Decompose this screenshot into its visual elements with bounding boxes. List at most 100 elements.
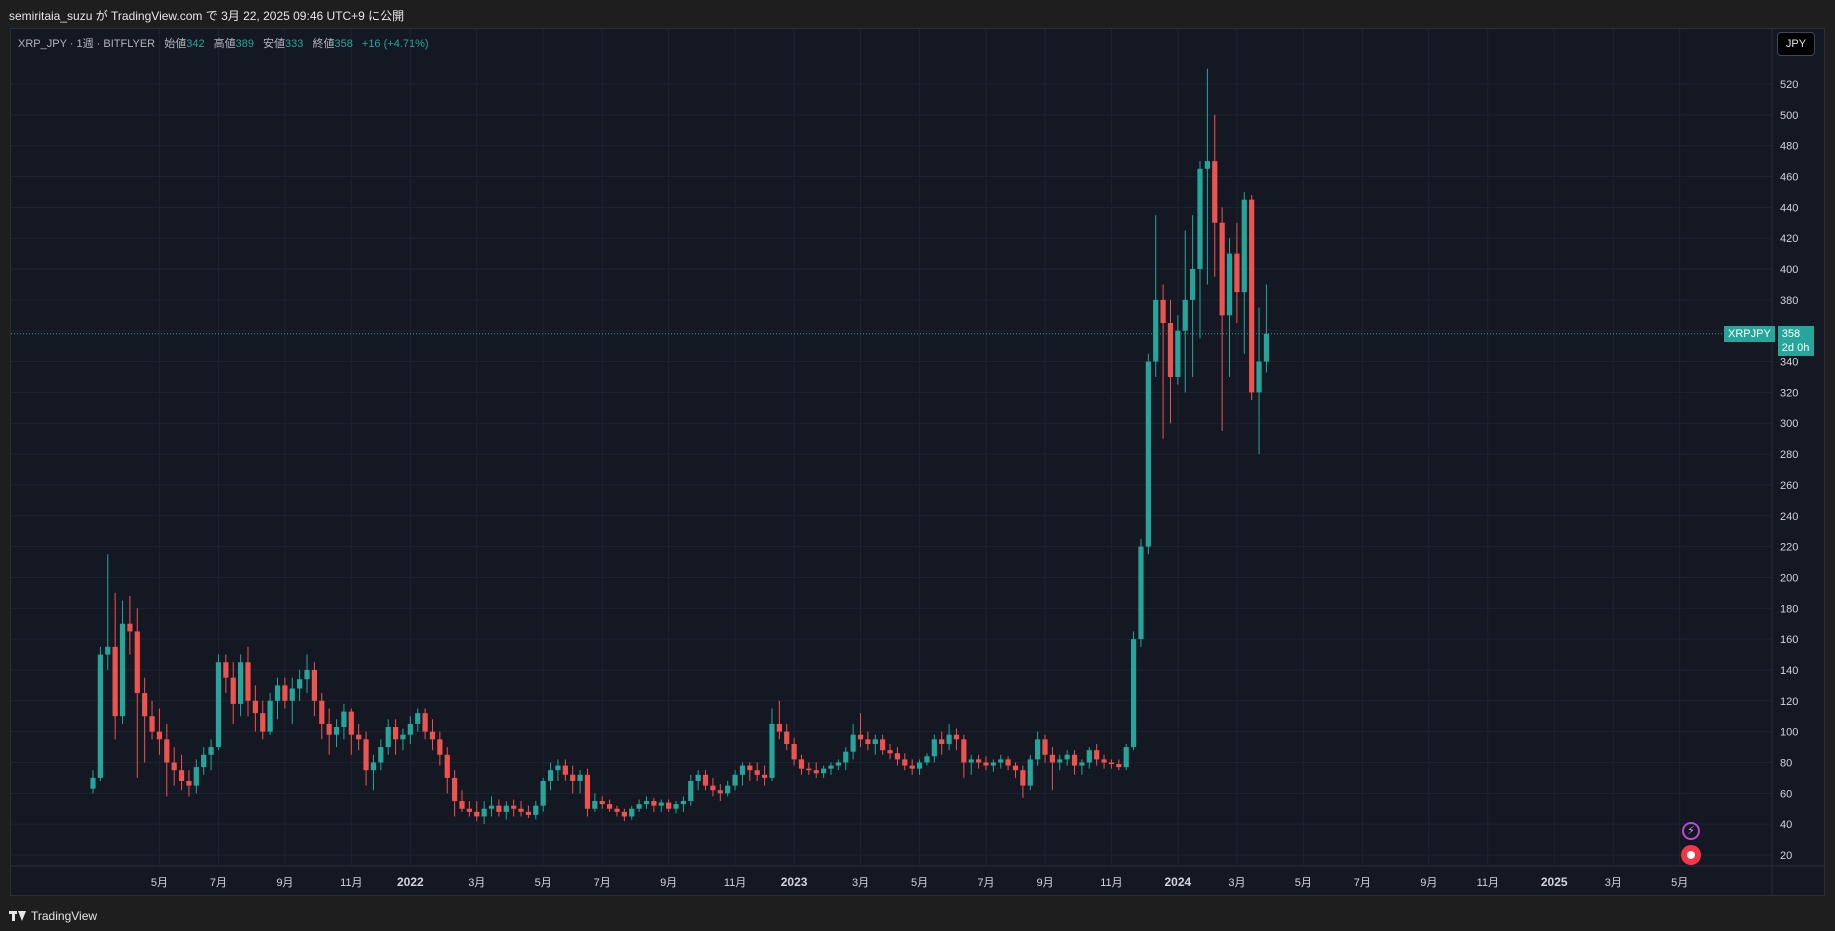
flash-icon[interactable]: ⚡ [1682, 822, 1700, 840]
price-tick-label: 260 [1780, 480, 1798, 492]
price-tick-label: 120 [1780, 696, 1798, 708]
symbol-line: XRP_JPY · 1週 · BITFLYER [18, 38, 156, 50]
chart-grid [11, 29, 1772, 866]
candle-body [164, 739, 170, 763]
candle-body [894, 753, 901, 760]
time-tick-label: 11月 [340, 877, 362, 889]
price-tick-label: 40 [1780, 819, 1792, 831]
candle-body [916, 762, 923, 769]
candle-body [717, 790, 723, 794]
candle-body [1101, 759, 1107, 763]
candle-body [651, 801, 657, 806]
candle-body [784, 731, 790, 744]
candle-body [326, 723, 332, 735]
last-price-badge: XRPJPY 358 2d 0h [1724, 326, 1814, 356]
candle-body [1086, 750, 1092, 763]
candle-body [931, 739, 937, 757]
candle-body [171, 762, 177, 771]
time-tick-label: 9月 [660, 877, 677, 889]
candle-body [193, 767, 199, 786]
candle-body [747, 765, 753, 771]
time-tick-label: 11月 [1477, 877, 1499, 889]
price-tick-label: 240 [1780, 511, 1798, 523]
time-tick-label: 5月 [1295, 877, 1312, 889]
open-value: 342 [186, 38, 205, 50]
candle-body [688, 780, 694, 802]
candle-body [274, 685, 281, 701]
candle-body [407, 723, 413, 735]
candle-body [112, 646, 118, 717]
candle-body [577, 774, 583, 781]
time-tick-label: 2023 [781, 875, 808, 889]
price-tick-label: 460 [1780, 172, 1798, 184]
candle-body [149, 716, 155, 732]
price-tick-label: 420 [1780, 233, 1798, 245]
price-tick-label: 180 [1780, 603, 1798, 615]
candle-body [333, 727, 340, 735]
candle-body [1116, 764, 1122, 768]
candle-body [260, 713, 266, 732]
badge-countdown: 2d 0h [1781, 342, 1810, 354]
candle-body [968, 759, 974, 763]
candle-body [570, 774, 576, 781]
footer-bar [0, 896, 1835, 931]
badge-price-box: 358 2d 0h [1777, 326, 1814, 356]
price-tick-label: 140 [1780, 665, 1798, 677]
candle-body [584, 774, 591, 809]
candle-body [1190, 269, 1196, 300]
candle-body [990, 762, 996, 766]
candle-body [311, 669, 317, 701]
candle-body [488, 805, 495, 809]
candle-body [370, 762, 377, 771]
price-tick-label: 220 [1780, 542, 1798, 554]
candle-body [872, 739, 878, 744]
candle-body [791, 743, 797, 760]
candle-body [798, 759, 805, 769]
candle-body [142, 693, 148, 717]
time-tick-label: 11月 [724, 877, 746, 889]
publish-bar: semiritaia_suzu が TradingView.com で 3月 2… [0, 0, 1835, 28]
candle-body [1160, 299, 1166, 324]
close-value: 358 [334, 38, 353, 50]
candle-body [392, 727, 399, 740]
candle-body [208, 747, 214, 755]
candle-body [97, 654, 103, 778]
candle-body [503, 805, 509, 812]
candle-body [289, 688, 295, 701]
candle-body [1204, 161, 1210, 169]
candle-body [828, 765, 834, 769]
tradingview-mark-icon [9, 911, 27, 921]
candle-body [695, 774, 701, 781]
candle-body [1263, 333, 1270, 362]
candle-body [156, 731, 163, 740]
time-tick-label: 7月 [1354, 877, 1371, 889]
record-icon[interactable] [1681, 845, 1701, 865]
price-tick-label: 500 [1780, 110, 1798, 122]
candle-body [215, 662, 222, 748]
close-label: 終値 [312, 38, 335, 50]
candle-body [1064, 754, 1070, 760]
tradingview-logo[interactable]: TradingView [9, 909, 97, 923]
candle-body [127, 623, 133, 632]
candle-body [348, 711, 354, 735]
chart-frame[interactable] [10, 28, 1825, 896]
candle-body [238, 662, 244, 704]
price-axis: 20 40 60 80 100 120 140 160 180 200 220 240 260 280 30… [1771, 29, 1798, 895]
candle-body [540, 780, 546, 806]
candle-body [474, 811, 480, 817]
candle-body [776, 723, 782, 732]
currency-button[interactable]: JPY [1777, 32, 1815, 56]
candle-body [1130, 639, 1137, 748]
price-tick-label: 400 [1780, 264, 1798, 276]
footer-brand: TradingView [31, 909, 98, 923]
candle-body [725, 785, 731, 794]
price-tick-label: 520 [1780, 79, 1798, 91]
candle-body [1226, 253, 1233, 316]
candle-body [857, 734, 864, 740]
candle-body [621, 811, 627, 817]
candle-body [983, 762, 989, 766]
candle-body [599, 801, 605, 805]
time-tick-label: 9月 [1036, 877, 1053, 889]
candle-body [1256, 361, 1262, 393]
